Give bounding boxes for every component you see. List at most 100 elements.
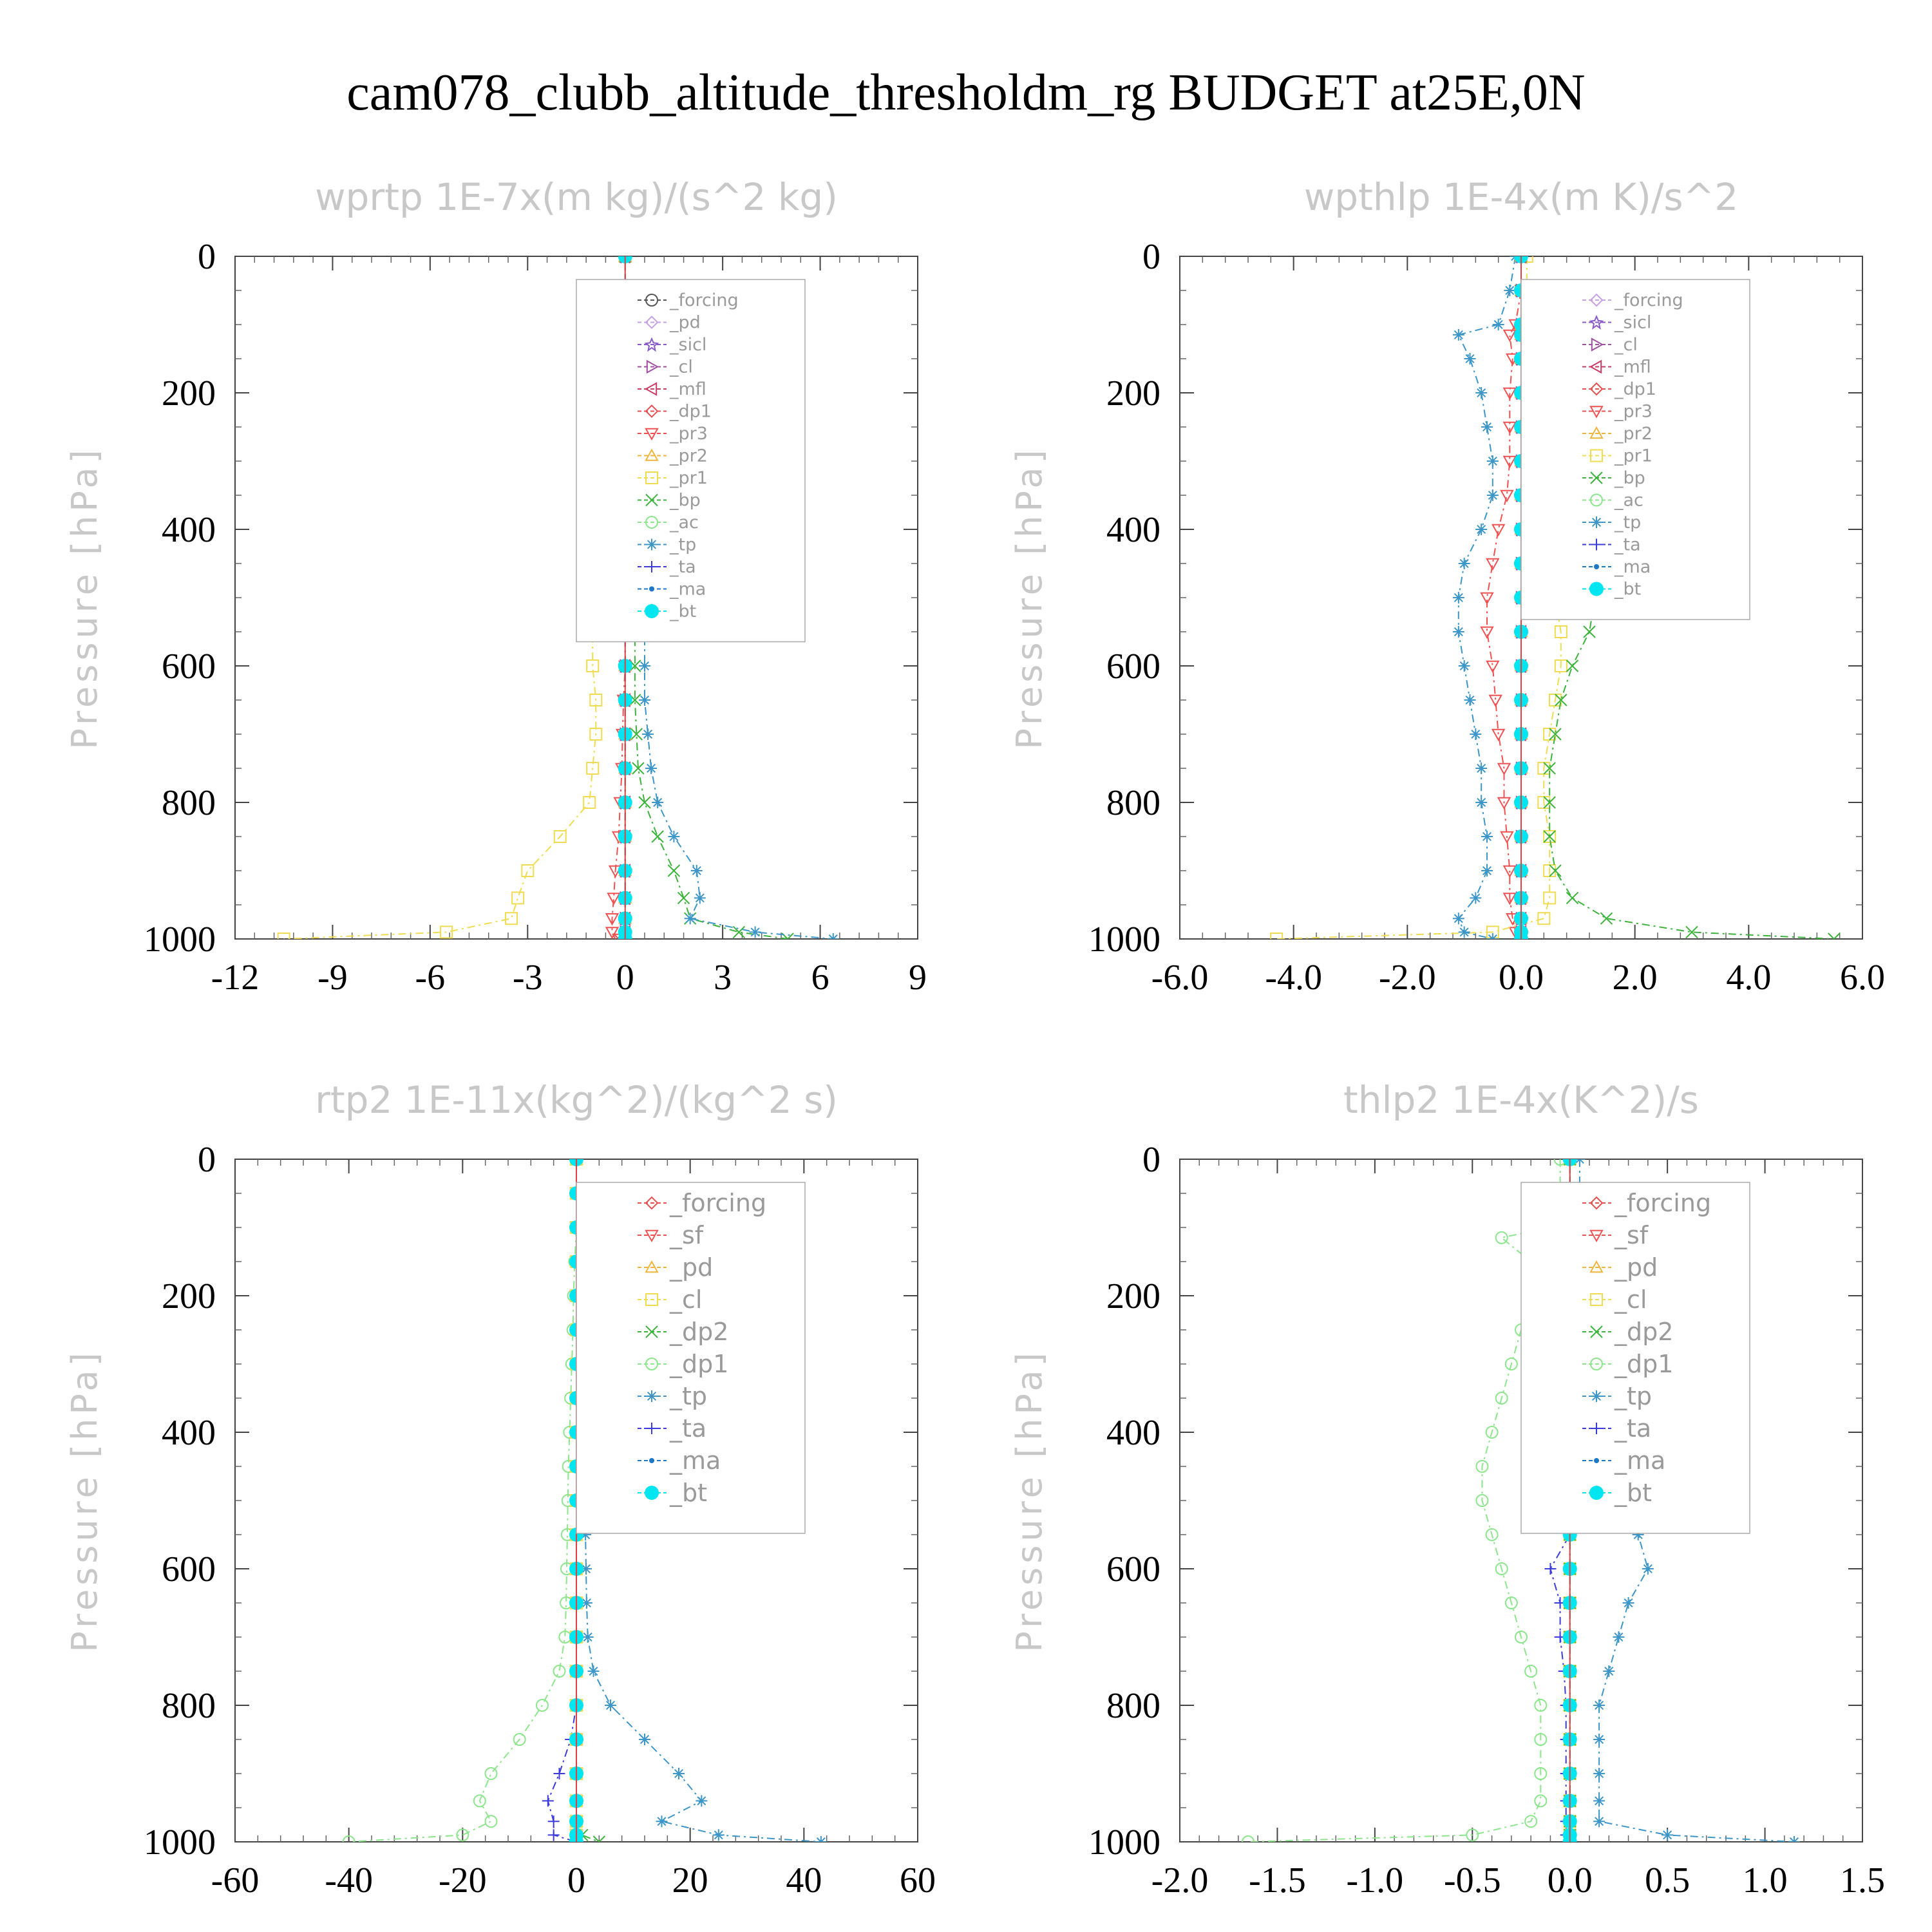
x-tick-label: -2.0 xyxy=(1151,1861,1209,1900)
legend-label: _pd xyxy=(669,1253,713,1282)
data-point xyxy=(1452,626,1464,638)
data-point xyxy=(580,1529,592,1540)
x-tick-label: -6.0 xyxy=(1151,958,1209,998)
legend-marker xyxy=(1591,1423,1602,1434)
legend-marker xyxy=(1591,337,1604,352)
data-point xyxy=(536,1699,549,1712)
x-tick-label: -9 xyxy=(317,958,348,998)
data-point xyxy=(642,728,654,740)
data-point xyxy=(1458,558,1470,569)
x-tick-label: -20 xyxy=(439,1861,487,1900)
data-point xyxy=(547,1829,560,1841)
legend-label: _cl xyxy=(669,357,693,377)
data-point xyxy=(645,762,658,774)
data-point xyxy=(1480,592,1494,605)
legend-marker xyxy=(645,1196,659,1210)
y-tick-label: 600 xyxy=(1106,1549,1160,1589)
data-point xyxy=(694,892,706,904)
y-tick-label: 200 xyxy=(162,1276,216,1316)
data-point xyxy=(1593,1700,1605,1711)
data-point xyxy=(1452,592,1464,603)
legend-label: _forcing xyxy=(1614,1189,1711,1217)
legend-entry: _pr1 xyxy=(638,468,708,488)
legend-label: _mfl xyxy=(669,379,706,399)
data-point xyxy=(1566,891,1579,905)
legend-marker xyxy=(1594,564,1599,569)
legend: _forcing _pd_sicl_cl_mfl _dp1_pr3_pr2_pr1 _… xyxy=(576,279,806,643)
legend-marker xyxy=(1589,382,1604,396)
x-tick-label: 1.5 xyxy=(1840,1861,1885,1900)
data-point xyxy=(511,891,525,905)
y-tick-label: 600 xyxy=(1106,647,1160,687)
y-tick-label: 0 xyxy=(1142,1140,1160,1180)
data-point xyxy=(586,659,600,672)
data-point xyxy=(1491,728,1506,742)
legend-entry: _dp2 xyxy=(1582,1318,1673,1346)
legend-marker xyxy=(644,382,658,396)
legend-label: _ma xyxy=(669,1446,721,1475)
data-point xyxy=(1480,626,1494,639)
data-point xyxy=(1458,926,1470,938)
data-point xyxy=(1593,1795,1605,1807)
panel-2: wpthlp 1E-4x(m K)/s^2 Pressure [hPa] -6.0 -… xyxy=(1009,175,1885,998)
panel-title: wpthlp 1E-4x(m K)/s^2 xyxy=(1304,175,1738,219)
x-tick-label: -0.5 xyxy=(1444,1861,1501,1900)
data-point xyxy=(677,891,690,905)
legend-marker xyxy=(649,586,654,592)
legend-marker xyxy=(1589,359,1602,374)
data-point xyxy=(712,1829,724,1841)
legend-label: _dp1 xyxy=(669,1350,728,1378)
legend-entry: _tp xyxy=(1582,1382,1652,1410)
data-point xyxy=(580,1563,592,1575)
legend-label: _ac xyxy=(1614,491,1643,511)
legend-marker xyxy=(1591,538,1602,551)
data-point xyxy=(1622,1597,1634,1609)
legend-marker xyxy=(1589,1196,1604,1210)
legend-entry: _pr3 xyxy=(1582,402,1653,422)
legend-label: _ta xyxy=(669,1414,706,1443)
y-tick-label: 400 xyxy=(162,1413,216,1453)
legend-label: _tp xyxy=(1614,513,1641,533)
y-tick-label: 200 xyxy=(1106,1276,1160,1316)
legend-marker xyxy=(645,516,658,529)
x-tick-label: 0.0 xyxy=(1499,958,1544,998)
x-tick-label: -40 xyxy=(325,1861,373,1900)
data-point xyxy=(1543,796,1556,809)
legend-marker xyxy=(1590,1325,1603,1338)
legend-entry: _bp xyxy=(1582,468,1645,488)
data-point xyxy=(1504,1358,1518,1370)
legend-entry: _ta xyxy=(1582,535,1641,555)
legend-entry: _ma xyxy=(1582,557,1651,577)
data-point xyxy=(1642,1563,1654,1575)
data-point xyxy=(1481,831,1493,842)
legend-label: _mfl xyxy=(1614,357,1651,377)
y-axis-label: Pressure [hPa] xyxy=(1009,1349,1050,1652)
legend-marker xyxy=(645,1260,659,1273)
legend-entry: _bt xyxy=(1582,580,1641,600)
data-point xyxy=(1553,1159,1567,1166)
data-point xyxy=(667,864,681,877)
data-point xyxy=(513,1733,526,1746)
data-point xyxy=(1475,524,1488,535)
legend-label: _forcing xyxy=(669,1189,766,1217)
legend-entry: _dp1 xyxy=(1582,1350,1673,1378)
data-point xyxy=(580,1597,592,1609)
data-point xyxy=(630,728,643,741)
x-tick-label: 40 xyxy=(786,1861,822,1900)
y-tick-label: 800 xyxy=(1106,1686,1160,1726)
data-point xyxy=(1593,1768,1605,1779)
legend-label: _pr2 xyxy=(1614,424,1653,444)
x-tick-label: -3 xyxy=(513,958,543,998)
data-point xyxy=(1475,1460,1489,1473)
data-point xyxy=(1543,762,1556,775)
data-point xyxy=(656,1815,668,1828)
x-tick-label: 6 xyxy=(811,958,829,998)
legend-label: _cl xyxy=(669,1285,702,1314)
y-axis-label: Pressure [hPa] xyxy=(64,1349,105,1652)
legend-entry: _bt xyxy=(1582,1479,1652,1507)
legend-marker xyxy=(1590,493,1603,507)
legend-label: _pd xyxy=(1614,1253,1658,1282)
x-tick-label: -6 xyxy=(415,958,446,998)
x-tick-label: -2.0 xyxy=(1379,958,1436,998)
data-point xyxy=(1475,762,1488,774)
